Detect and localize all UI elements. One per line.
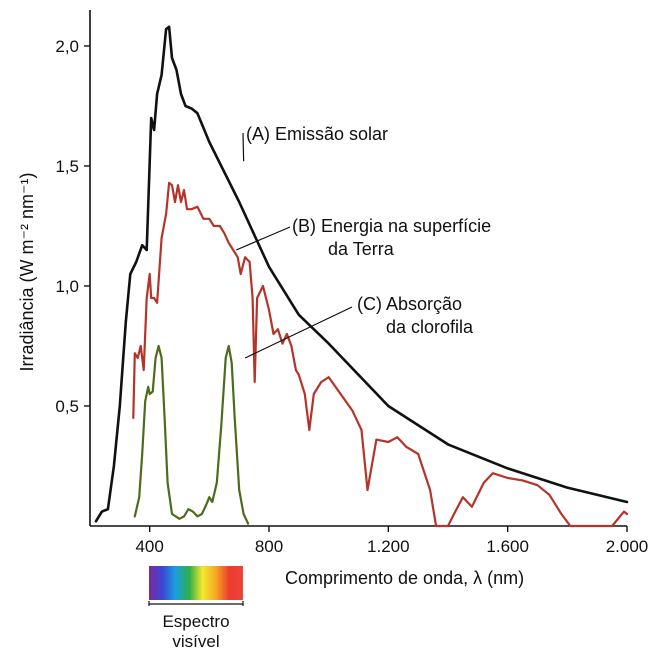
annotation-leader-a bbox=[242, 132, 245, 162]
series-line-solar-emission bbox=[94, 25, 629, 523]
x-tick-label: 1.200 bbox=[367, 537, 410, 556]
x-tick-label: 1.600 bbox=[486, 537, 529, 556]
annotation-leader-b bbox=[235, 226, 291, 251]
y-tick-label: 1,0 bbox=[55, 277, 79, 296]
spectrum-label-line-1: Espectro bbox=[162, 612, 229, 631]
annotation-label-b: (B) Energia na superfície bbox=[292, 216, 491, 236]
y-ticks: 0,5 1,0 1,5 2,0 bbox=[55, 37, 90, 416]
x-tick-label: 400 bbox=[135, 537, 163, 556]
x-tick-label: 800 bbox=[255, 537, 283, 556]
visible-spectrum-swatch bbox=[149, 566, 243, 600]
visible-spectrum-legend: Espectro visível bbox=[148, 566, 244, 651]
y-axis-title: Irradiância (W m⁻² nm⁻¹) bbox=[17, 172, 37, 371]
annotation-label-a: (A) Emissão solar bbox=[246, 124, 388, 144]
series-line-chlorophyll-absorption bbox=[133, 344, 250, 525]
annotation-leader-c bbox=[244, 306, 353, 359]
annotation-layer: (A) Emissão solar (B) Energia na superfíc… bbox=[235, 124, 491, 359]
axes bbox=[89, 10, 627, 527]
y-tick-label: 2,0 bbox=[55, 37, 79, 56]
spectrum-label-line-2: visível bbox=[172, 632, 219, 651]
x-ticks: 400 800 1.200 1.600 2.000 bbox=[135, 526, 648, 556]
y-tick-label: 1,5 bbox=[55, 157, 79, 176]
series-layer bbox=[94, 25, 629, 528]
y-tick-label: 0,5 bbox=[55, 397, 79, 416]
spectrum-bracket bbox=[148, 601, 244, 606]
series-line-earth-surface bbox=[132, 181, 629, 528]
x-tick-label: 2.000 bbox=[606, 537, 649, 556]
annotation-label-c: da clorofila bbox=[386, 317, 474, 337]
annotation-label-c: (C) Absorção bbox=[357, 294, 462, 314]
annotation-label-b: da Terra bbox=[328, 239, 395, 259]
x-axis-title: Comprimento de onda, λ (nm) bbox=[285, 568, 524, 588]
